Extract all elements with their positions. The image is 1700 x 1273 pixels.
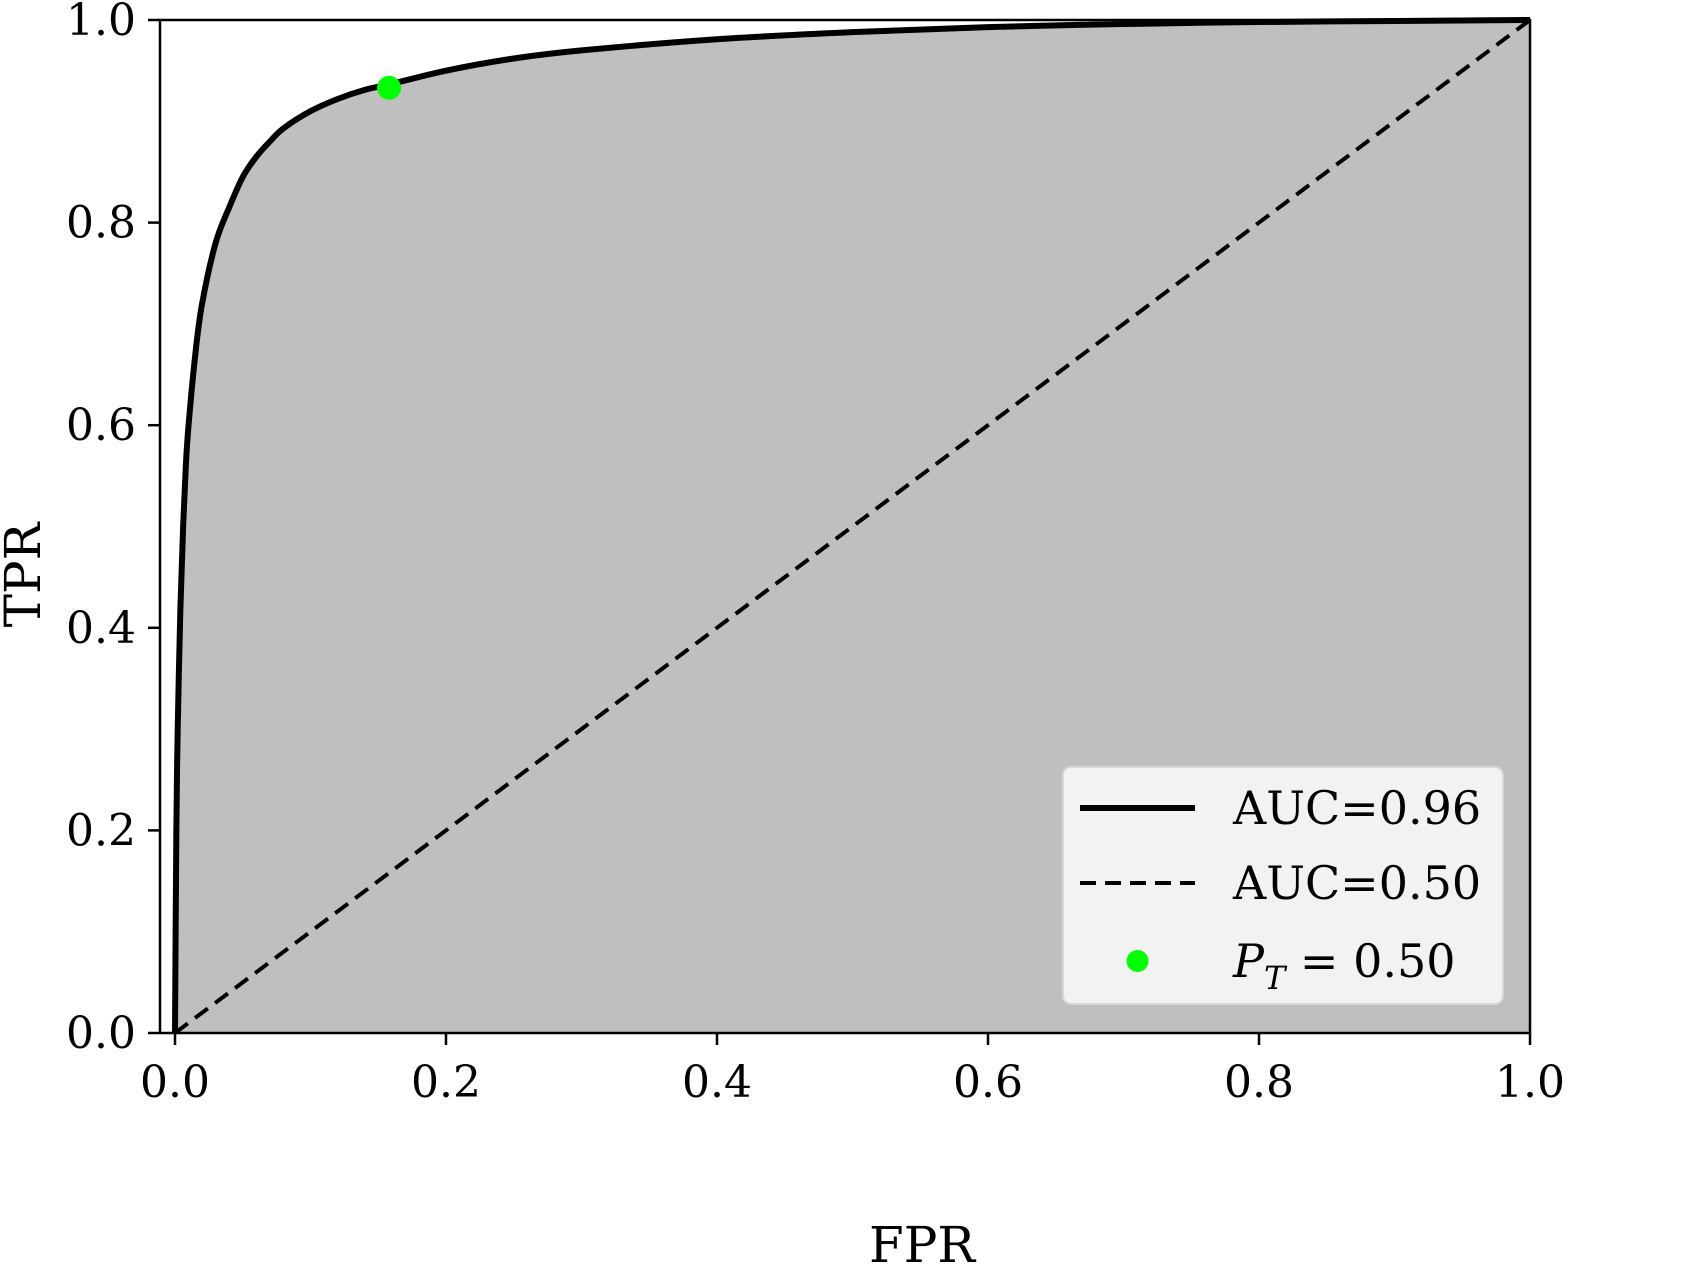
legend-box: [1062, 766, 1504, 1005]
x-tick-label: 0.2: [411, 1057, 481, 1108]
threshold-point: [377, 75, 402, 100]
series-line-auc-096: [172, 17, 1531, 1034]
y-tick-label: 0.0: [66, 1008, 136, 1059]
legend-label: AUC=0.50: [1232, 856, 1481, 910]
y-tick-label: 0.6: [66, 400, 136, 451]
axes-frame: [158, 18, 1532, 1035]
y-tick-label: 0.4: [66, 603, 136, 654]
x-tick-label: 0.4: [682, 1057, 752, 1108]
y-tick-label: 0.2: [66, 805, 136, 856]
legend-handle-marker: [1126, 950, 1149, 972]
series-line-auc-050: [173, 18, 1532, 1035]
legend-label: AUC=0.96: [1232, 781, 1481, 835]
x-tick-label: 0.0: [140, 1057, 210, 1108]
legend: AUC=0.96 AUC=0.50 PT = 0.50: [1062, 766, 1504, 1005]
x-tick-label: 0.6: [953, 1057, 1023, 1108]
y-tick-label: 0.8: [66, 198, 136, 249]
y-axis-label: TPR: [0, 521, 52, 627]
legend-label: PT = 0.50: [1232, 934, 1456, 997]
y-tick-label: 1.0: [66, 0, 136, 46]
x-tick-label: 0.8: [1224, 1057, 1294, 1108]
axes: 0.0 0.2 0.4 0.6 0.8 1.0 0.0 0.2 0.4 0.6 0.8 1.0: [66, 0, 1565, 1108]
x-tick-label: 1.0: [1495, 1057, 1565, 1108]
x-axis-label: FPR: [869, 1216, 976, 1273]
